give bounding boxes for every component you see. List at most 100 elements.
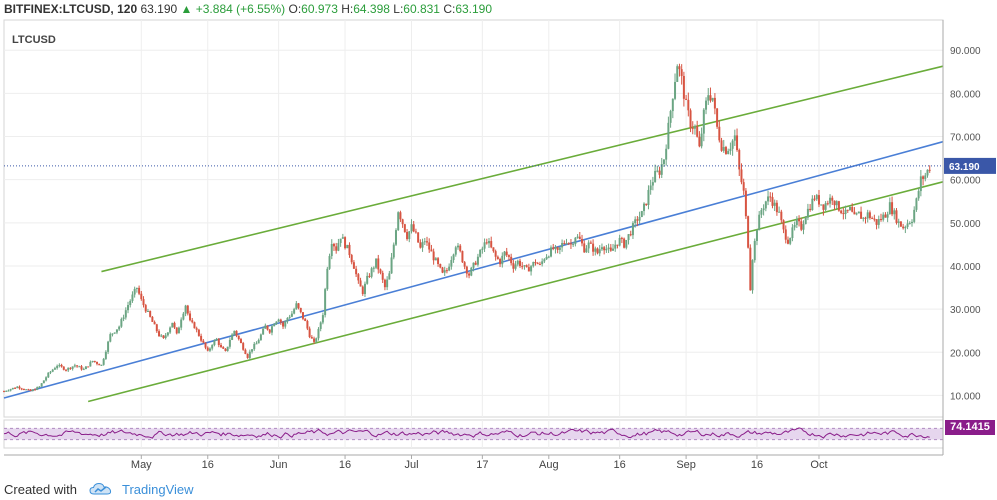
candle-up bbox=[523, 265, 526, 267]
candle-down bbox=[428, 242, 431, 250]
candle-up bbox=[543, 259, 546, 262]
close-value: 63.190 bbox=[455, 2, 493, 16]
candle-up bbox=[73, 365, 76, 367]
candle-up bbox=[5, 390, 8, 392]
candle-down bbox=[492, 247, 495, 252]
candle-up bbox=[71, 366, 74, 369]
candle-up bbox=[647, 189, 650, 205]
candle-down bbox=[851, 206, 854, 212]
candle-up bbox=[346, 244, 349, 249]
candle-down bbox=[361, 286, 364, 295]
candle-up bbox=[47, 372, 50, 378]
candle-up bbox=[9, 389, 12, 391]
candle-down bbox=[153, 321, 156, 325]
candle-up bbox=[631, 223, 634, 236]
candle-up bbox=[131, 294, 134, 301]
candle-up bbox=[452, 254, 455, 260]
candle-up bbox=[394, 230, 397, 245]
candle-up bbox=[450, 259, 453, 267]
candle-up bbox=[51, 369, 54, 372]
candle-down bbox=[206, 347, 209, 351]
candle-up bbox=[550, 247, 553, 257]
candle-up bbox=[49, 371, 52, 373]
candle-down bbox=[357, 274, 360, 281]
tradingview-link[interactable]: TradingView bbox=[122, 482, 194, 497]
candle-down bbox=[928, 169, 931, 171]
x-tick-label: May bbox=[131, 459, 152, 471]
candle-down bbox=[884, 214, 887, 218]
candle-down bbox=[445, 270, 448, 272]
candle-down bbox=[98, 363, 101, 366]
candle-up bbox=[612, 248, 615, 251]
candle-down bbox=[895, 210, 898, 223]
candle-up bbox=[372, 267, 375, 269]
candle-up bbox=[102, 358, 105, 365]
candle-down bbox=[355, 268, 358, 275]
candle-down bbox=[158, 331, 161, 337]
candle-down bbox=[569, 243, 572, 245]
candle-down bbox=[620, 237, 623, 239]
candle-up bbox=[443, 270, 446, 273]
candle-up bbox=[321, 315, 324, 323]
candle-up bbox=[122, 317, 125, 320]
candle-down bbox=[860, 211, 863, 219]
candle-up bbox=[82, 369, 85, 371]
candle-up bbox=[764, 201, 767, 209]
candle-up bbox=[388, 273, 391, 280]
symbol-title[interactable]: BITFINEX:LTCUSD, 120 bbox=[4, 2, 138, 16]
candle-up bbox=[275, 321, 278, 324]
candle-up bbox=[795, 219, 798, 226]
candle-up bbox=[605, 248, 608, 251]
candle-down bbox=[379, 269, 382, 273]
candle-down bbox=[239, 339, 242, 344]
candle-down bbox=[853, 211, 856, 215]
candle-up bbox=[479, 249, 482, 257]
candle-down bbox=[720, 140, 723, 151]
candle-down bbox=[809, 208, 812, 210]
candle-up bbox=[257, 340, 260, 344]
candle-down bbox=[519, 260, 522, 267]
candle-up bbox=[328, 256, 331, 269]
candle-up bbox=[760, 210, 763, 215]
candle-down bbox=[567, 243, 570, 245]
candle-up bbox=[906, 223, 909, 227]
candle-up bbox=[231, 334, 234, 340]
candle-down bbox=[69, 367, 72, 369]
candle-down bbox=[193, 322, 196, 329]
candle-up bbox=[341, 237, 344, 239]
candle-up bbox=[169, 327, 172, 333]
candle-up bbox=[893, 210, 896, 215]
candle-down bbox=[301, 312, 304, 319]
candle-down bbox=[189, 313, 192, 321]
candle-up bbox=[226, 346, 229, 351]
candle-up bbox=[804, 217, 807, 225]
candle-down bbox=[534, 262, 537, 264]
candle-down bbox=[800, 221, 803, 230]
candle-down bbox=[784, 229, 787, 240]
candle-up bbox=[598, 249, 601, 254]
candle-up bbox=[727, 150, 730, 154]
candle-down bbox=[87, 366, 90, 368]
candle-down bbox=[297, 303, 300, 308]
candle-up bbox=[454, 247, 457, 255]
candle-down bbox=[244, 349, 247, 354]
candle-down bbox=[268, 329, 271, 333]
candle-up bbox=[574, 237, 577, 244]
candle-up bbox=[277, 319, 280, 322]
low-label: L: bbox=[393, 2, 404, 16]
candle-down bbox=[891, 202, 894, 215]
candle-up bbox=[915, 198, 918, 210]
lower-channel-line bbox=[87, 181, 944, 403]
candle-up bbox=[671, 98, 674, 112]
candle-down bbox=[246, 353, 249, 358]
candle-down bbox=[406, 231, 409, 240]
candle-up bbox=[711, 97, 714, 101]
tradingview-cloud-icon[interactable] bbox=[89, 482, 113, 499]
candle-up bbox=[100, 364, 103, 366]
candle-up bbox=[386, 279, 389, 288]
candle-down bbox=[538, 263, 541, 265]
candle-up bbox=[824, 203, 827, 210]
candle-down bbox=[563, 242, 566, 244]
candle-up bbox=[111, 333, 114, 335]
